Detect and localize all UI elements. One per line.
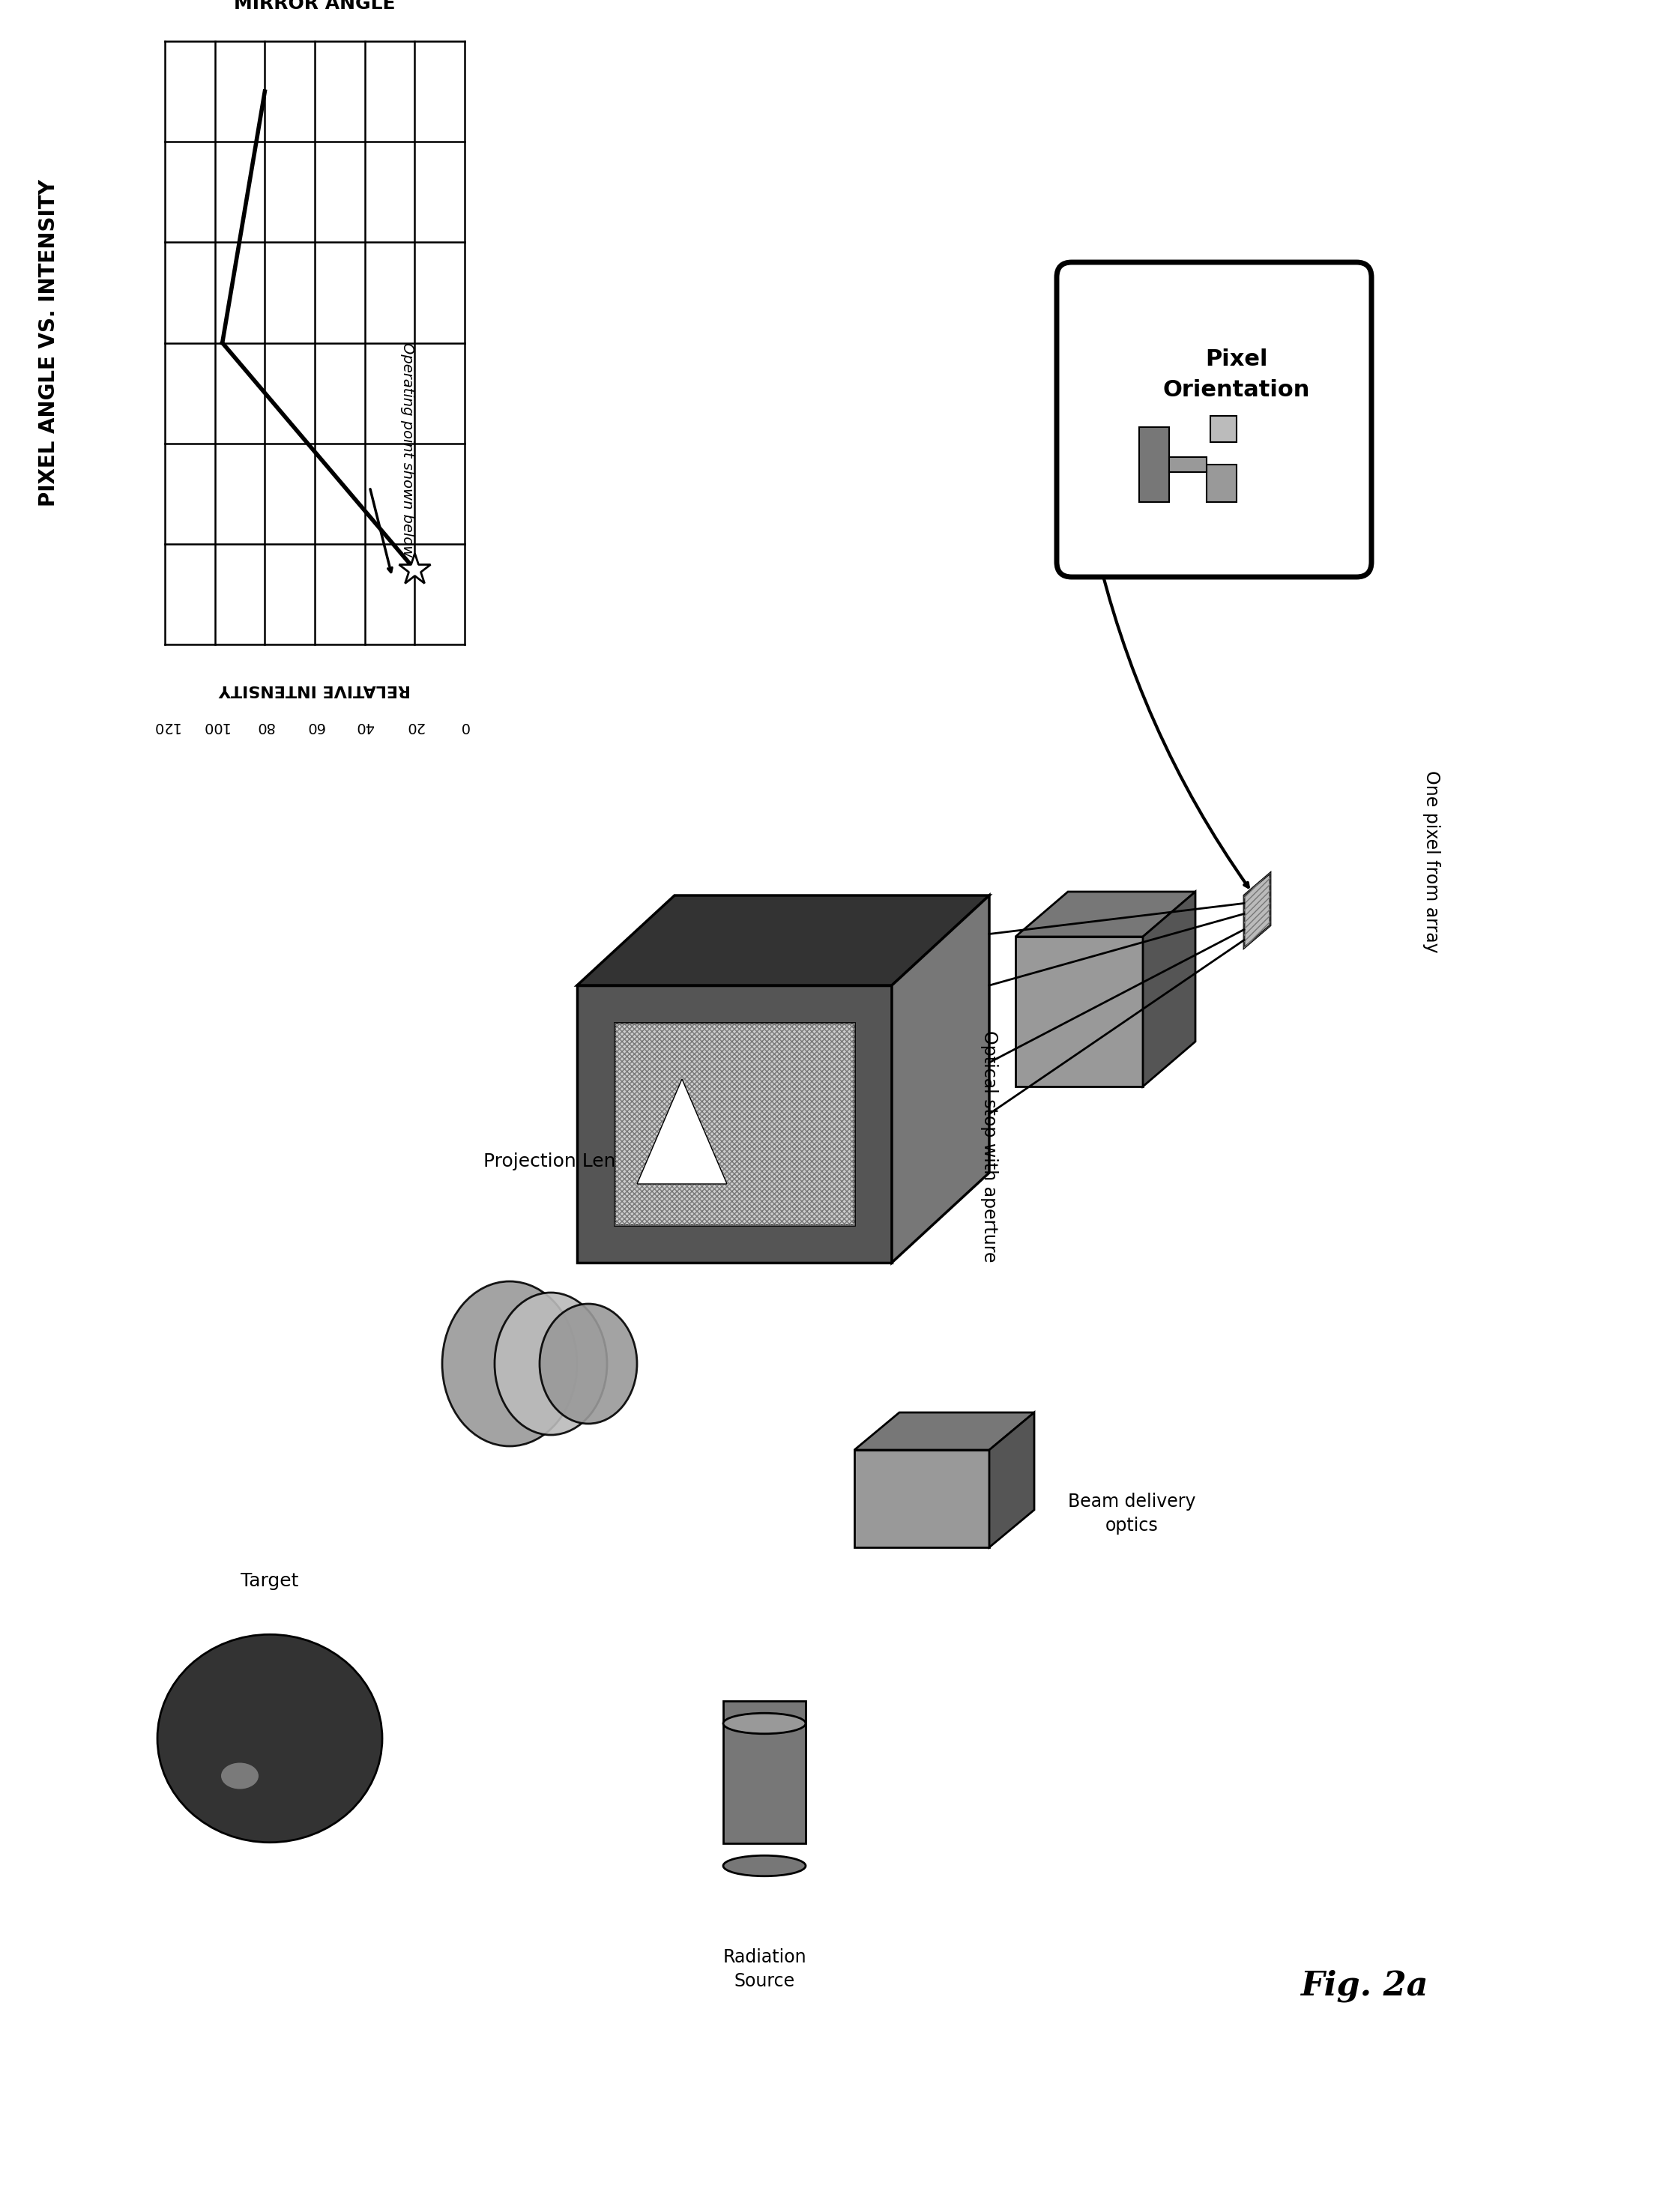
Polygon shape (891, 896, 990, 1263)
Text: Fig. 2a: Fig. 2a (1299, 1969, 1428, 2002)
Polygon shape (990, 1413, 1035, 1548)
Text: 120: 120 (152, 719, 178, 734)
Polygon shape (1245, 874, 1269, 949)
Bar (1206, 465, 1236, 502)
Bar (1170, 458, 1206, 471)
Text: 0: 0 (460, 719, 470, 734)
Bar (1140, 427, 1170, 502)
Polygon shape (576, 896, 990, 984)
Text: Optical stop with aperture: Optical stop with aperture (980, 1031, 998, 1263)
Text: 100: 100 (202, 719, 228, 734)
Text: 80: 80 (255, 719, 273, 734)
Ellipse shape (222, 1763, 258, 1790)
Text: One pixel from array: One pixel from array (1423, 770, 1441, 953)
Text: Beam delivery
optics: Beam delivery optics (1068, 1493, 1196, 1535)
Text: 40: 40 (355, 719, 373, 734)
Polygon shape (855, 1413, 1035, 1449)
Text: Radiation
Source: Radiation Source (723, 1949, 806, 1991)
Polygon shape (1016, 936, 1143, 1086)
Polygon shape (576, 984, 891, 1263)
Text: Pixel
Orientation: Pixel Orientation (1163, 349, 1309, 400)
Bar (1210, 416, 1236, 442)
Bar (615, 1022, 855, 1225)
Bar (723, 1701, 806, 1843)
Text: Target: Target (242, 1573, 298, 1590)
Polygon shape (1016, 891, 1195, 936)
FancyBboxPatch shape (1056, 263, 1371, 577)
Text: 60: 60 (305, 719, 323, 734)
Polygon shape (636, 1079, 726, 1183)
Bar (615, 1022, 855, 1225)
Polygon shape (855, 1449, 990, 1548)
Text: Projection Lens: Projection Lens (483, 1152, 626, 1170)
Text: MIRROR ANGLE: MIRROR ANGLE (233, 0, 395, 13)
Polygon shape (1143, 891, 1195, 1086)
Text: 20: 20 (405, 719, 423, 734)
Text: RELATIVE INTENSITY: RELATIVE INTENSITY (218, 681, 412, 697)
Ellipse shape (495, 1292, 606, 1436)
Ellipse shape (540, 1303, 636, 1425)
Ellipse shape (723, 1712, 806, 1734)
Text: PIXEL ANGLE VS. INTENSITY: PIXEL ANGLE VS. INTENSITY (38, 179, 60, 507)
Ellipse shape (157, 1635, 382, 1843)
Ellipse shape (441, 1281, 576, 1447)
Ellipse shape (723, 1856, 806, 1876)
Text: Operating point shown below: Operating point shown below (400, 343, 415, 557)
